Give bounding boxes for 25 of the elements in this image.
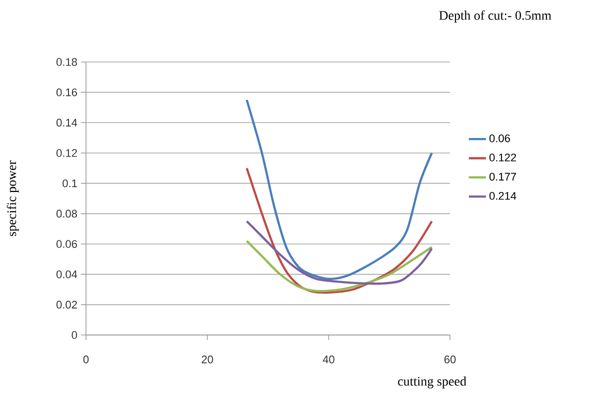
- x-tick-label: 60: [444, 356, 456, 364]
- y-tick-label: 0.02: [56, 300, 77, 309]
- line-series: [246, 167, 433, 294]
- legend-label: 0.122: [489, 154, 516, 162]
- y-tick-label: 0: [72, 331, 78, 339]
- legend-label: 0.177: [489, 172, 516, 181]
- line-series: [246, 240, 433, 292]
- x-tick-label: 0: [83, 356, 89, 364]
- y-tick-label: 0.1: [62, 179, 77, 188]
- y-tick-label: 0.06: [56, 240, 77, 248]
- legend-label: 0.214: [489, 192, 516, 200]
- y-tick-label: 0.16: [56, 88, 77, 96]
- text: Depth of cut:- 0.5mm: [439, 10, 552, 22]
- y-tick-label: 0.04: [56, 270, 78, 278]
- y-tick-label: 0.18: [56, 58, 77, 66]
- line-series: [246, 98, 433, 280]
- x-tick-label: 40: [322, 356, 334, 364]
- x-axis-title: cutting speed: [398, 376, 466, 388]
- line-series: [246, 220, 433, 285]
- y-tick-label: 0.12: [56, 149, 77, 157]
- y-tick-label: 0.14: [56, 118, 78, 127]
- x-tick-label: 20: [202, 356, 214, 364]
- legend-label: 0.06: [489, 134, 510, 142]
- y-tick-label: 0.08: [56, 210, 77, 218]
- y-axis-title: specific power: [6, 160, 19, 236]
